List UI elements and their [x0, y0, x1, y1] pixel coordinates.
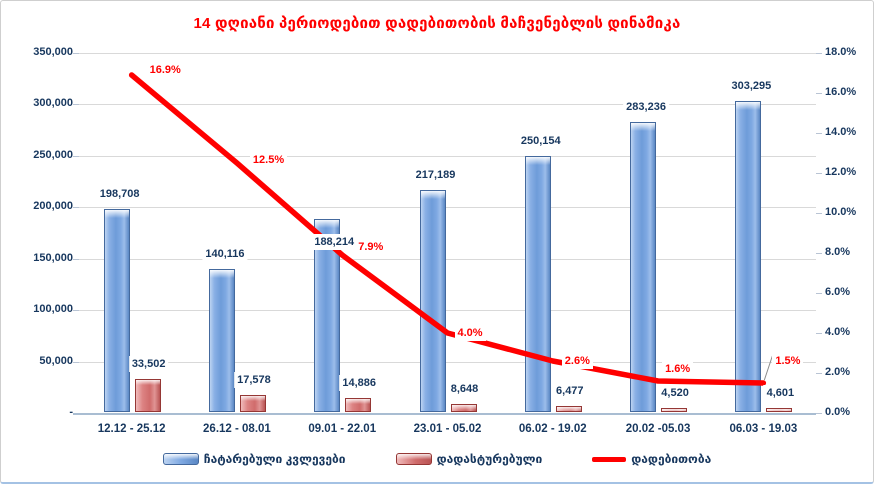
- x-axis-category-label: 20.02 -05.03: [625, 423, 691, 435]
- left-axis-tick: [73, 104, 79, 106]
- left-axis-label: 350,000: [33, 46, 73, 58]
- legend-item-confirmed: დადასტურებული: [395, 452, 543, 466]
- red-bar-value-label: 8,648: [447, 381, 482, 398]
- left-axis-tick: [73, 310, 79, 312]
- blue-bar: [208, 268, 235, 412]
- right-axis-label: 14.0%: [825, 126, 857, 138]
- legend-label-confirmed: დადასტურებული: [436, 452, 543, 466]
- right-axis-tick: [816, 213, 822, 214]
- legend-label-positivity: დადებითობა: [631, 452, 712, 466]
- right-axis-label: 2.0%: [825, 366, 851, 378]
- right-axis-tick: [816, 133, 822, 134]
- legend-item-tests: ჩატარებული კვლევები: [162, 452, 346, 466]
- blue-bar-value-label: 250,154: [517, 132, 564, 149]
- blue-bar: [524, 155, 551, 412]
- blue-bar: [630, 121, 657, 412]
- line-value-label: 4.0%: [454, 325, 486, 341]
- blue-bar-value-label: 140,116: [202, 245, 248, 262]
- blue-bar: [419, 189, 446, 412]
- right-axis-label: 4.0%: [825, 326, 851, 338]
- right-axis-label: 18.0%: [825, 46, 857, 58]
- right-axis-label: 16.0%: [825, 86, 857, 98]
- line-value-label: 1.5%: [772, 353, 804, 369]
- red-bar-legend-icon: [395, 453, 432, 465]
- red-bar: [239, 394, 266, 412]
- left-axis-label: 300,000: [33, 97, 73, 110]
- left-axis-label: 200,000: [33, 200, 73, 213]
- blue-bar: [103, 208, 130, 412]
- legend-label-tests: ჩატარებული კვლევები: [203, 452, 346, 466]
- x-axis-line: [73, 413, 816, 415]
- right-axis-tick: [816, 333, 822, 334]
- right-axis-tick: [816, 373, 822, 374]
- right-axis-tick: [816, 413, 822, 414]
- legend: ჩატარებული კვლევები დადასტურებული დადები…: [1, 452, 873, 466]
- red-bar: [134, 378, 161, 412]
- gridline: [79, 310, 816, 312]
- right-axis-label: 10.0%: [825, 206, 857, 218]
- chart-title: 14 დღიანი პერიოდებით დადებითობის მაჩვენე…: [193, 15, 681, 32]
- left-axis-tick: [73, 155, 79, 157]
- red-bar: [555, 406, 582, 412]
- gridline: [79, 53, 816, 54]
- x-axis-category-label: 12.12 - 25.12: [97, 423, 166, 435]
- red-bar: [661, 408, 688, 412]
- gridline: [79, 207, 816, 209]
- left-axis-tick: [73, 207, 79, 209]
- right-axis-tick: [816, 53, 822, 54]
- left-axis-label: 250,000: [33, 148, 73, 161]
- red-bar-value-label: 4,520: [658, 385, 692, 402]
- blue-bar-value-label: 217,189: [412, 166, 459, 183]
- red-bar-value-label: 17,578: [234, 371, 274, 388]
- left-axis-tick: [73, 258, 79, 260]
- line-value-label: 2.6%: [561, 353, 593, 369]
- red-bar: [345, 397, 372, 412]
- left-axis-label: 100,000: [33, 303, 73, 316]
- red-bar-value-label: 14,886: [339, 374, 380, 391]
- blue-bar-value-label: 188,214: [311, 234, 358, 251]
- x-axis-category-label: 23.01 - 05.02: [413, 423, 482, 435]
- red-line-legend-icon: [592, 456, 627, 462]
- red-bar-value-label: 6,477: [553, 383, 587, 400]
- line-value-label: 12.5%: [249, 152, 288, 168]
- x-axis-category-label: 09.01 - 22.01: [308, 423, 377, 435]
- right-axis-label: 12.0%: [825, 166, 857, 178]
- red-bar: [450, 404, 477, 412]
- legend-item-positivity: დადებითობა: [592, 452, 711, 466]
- gridline: [79, 361, 816, 363]
- left-axis-label: 50,000: [39, 354, 73, 367]
- line-value-label: 1.6%: [662, 361, 694, 377]
- gridline: [79, 258, 816, 260]
- right-axis-tick: [816, 253, 822, 254]
- blue-bar-value-label: 303,295: [728, 78, 775, 95]
- left-axis-label: -: [69, 406, 73, 418]
- right-axis-tick: [816, 173, 822, 174]
- left-axis-label: 150,000: [33, 251, 73, 264]
- blue-bar: [735, 101, 762, 412]
- x-axis-category-label: 06.03 - 19.03: [729, 423, 798, 435]
- blue-bar-value-label: 198,708: [96, 185, 143, 202]
- line-value-label: 16.9%: [146, 62, 184, 78]
- line-value-label: 7.9%: [355, 239, 387, 255]
- x-axis-category-label: 06.02 - 19.02: [518, 423, 587, 435]
- right-axis-label: 8.0%: [825, 246, 851, 258]
- right-axis-label: 0.0%: [825, 406, 851, 418]
- right-axis-tick: [816, 293, 822, 294]
- red-bar-value-label: 4,601: [763, 385, 798, 402]
- red-bar: [766, 408, 793, 412]
- blue-bar-legend-icon: [162, 453, 199, 465]
- right-axis-label: 6.0%: [825, 286, 851, 298]
- left-axis-tick: [73, 361, 79, 363]
- blue-bar-value-label: 283,236: [623, 98, 669, 115]
- red-bar-value-label: 33,502: [128, 355, 169, 372]
- gridline: [79, 155, 816, 157]
- left-axis-tick: [73, 53, 79, 54]
- right-axis-tick: [816, 93, 822, 94]
- gridline: [79, 104, 816, 106]
- x-axis-category-label: 26.12 - 08.01: [203, 423, 271, 435]
